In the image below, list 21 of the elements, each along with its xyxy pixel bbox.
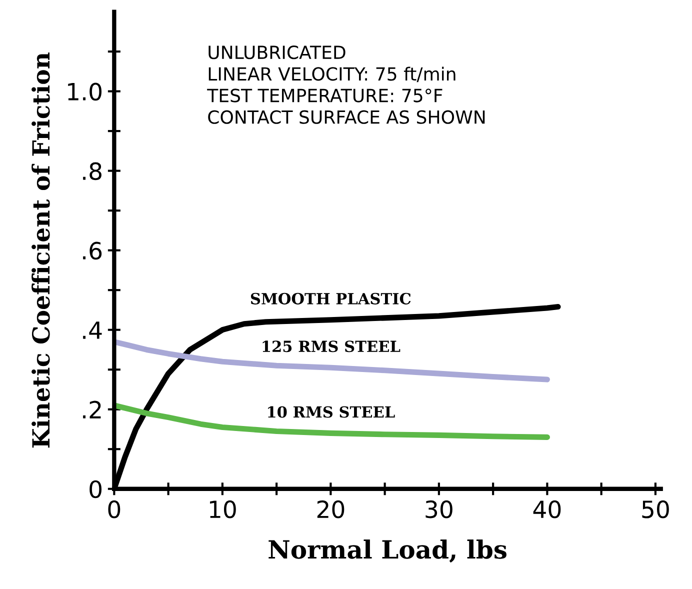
x-axis-title: Normal Load, lbs [268,540,506,563]
y-tick-label: 1.0 [68,82,102,101]
x-tick-label: 40 [533,500,561,518]
series-label: 125 RMS STEEL [262,340,400,352]
x-tick-label: 30 [426,500,452,518]
series-label: SMOOTH PLASTIC [250,292,411,304]
annotation: TEST TEMPERATURE: 75°F [207,88,442,102]
x-tick-label: 50 [642,500,669,518]
x-tick-label: 0 [108,500,120,518]
y-axis-title: Kinetic Coefficient of Friction [32,52,50,448]
y-tick-label: .4 [83,322,102,339]
annotation: CONTACT SURFACE AS SHOWN [208,110,485,124]
y-tick-label: .6 [83,242,102,260]
x-tick-label: 20 [317,500,344,518]
y-tick-label: .8 [83,162,102,180]
annotation: UNLUBRICATED [208,45,346,60]
x-tick-label: 10 [210,500,236,518]
y-tick-label: .2 [83,400,101,418]
series-label: 10 RMS STEEL [268,406,395,418]
annotation: LINEAR VELOCITY: 75 ft/min [208,66,456,82]
y-tick-label: 0 [90,480,102,498]
